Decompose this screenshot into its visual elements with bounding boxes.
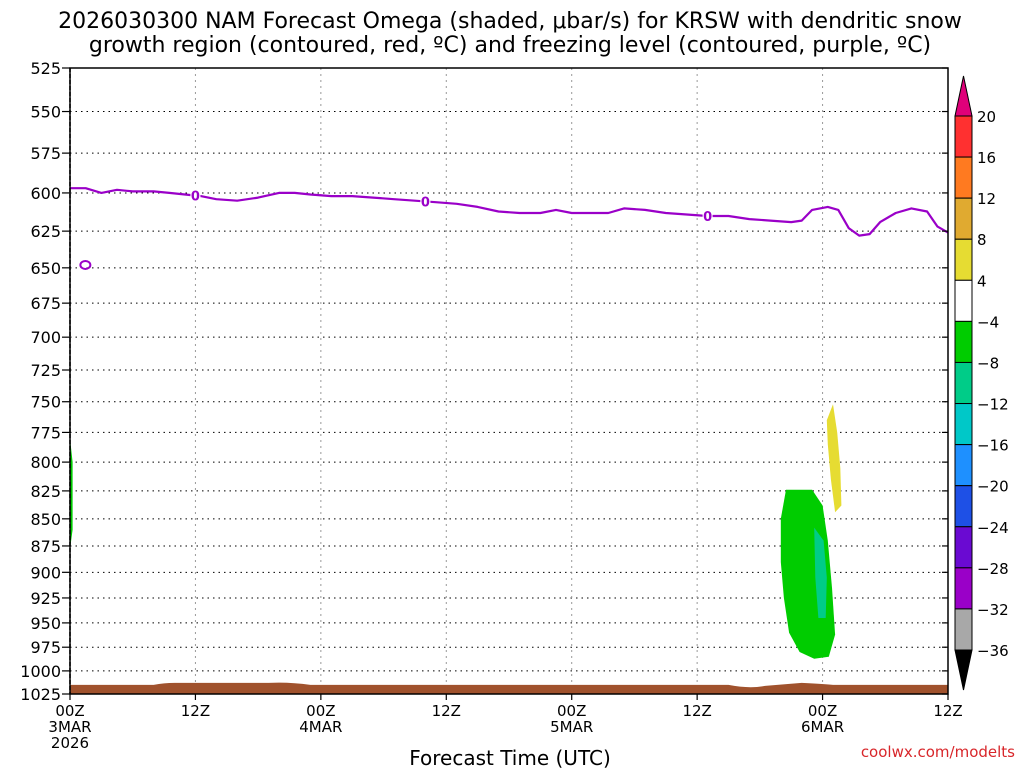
y-tick-label: 925	[30, 589, 61, 608]
x-tick-label: 5MAR	[550, 718, 593, 736]
y-tick-label: 550	[30, 103, 61, 122]
omega-region	[826, 404, 842, 513]
x-tick-label: 12Z	[181, 702, 210, 720]
colorbar-label: 4	[977, 272, 987, 290]
colorbar-label: −8	[977, 354, 999, 372]
colorbar-bottom-arrow	[954, 649, 973, 691]
y-tick-label: 1025	[20, 685, 61, 704]
y-tick-label: 975	[30, 638, 61, 657]
x-tick-label: 2026	[51, 734, 89, 752]
y-tick-label: 950	[30, 614, 61, 633]
x-tick-label: 12Z	[682, 702, 711, 720]
freezing-level-label: 0	[191, 190, 200, 205]
colorbar-label: −16	[977, 437, 1009, 455]
x-tick-label: 6MAR	[801, 718, 844, 736]
freezing-level-line	[70, 187, 949, 237]
colorbar-label: −36	[977, 642, 1009, 660]
colorbar-segment	[954, 361, 973, 405]
y-tick-label: 600	[30, 184, 61, 203]
y-tick-label: 650	[30, 259, 61, 278]
colorbar-segment	[954, 526, 973, 569]
x-tick-label: 00Z	[306, 702, 335, 720]
colorbar-label: 16	[977, 149, 996, 167]
colorbar-segment	[954, 444, 973, 487]
colorbar-segment	[954, 485, 973, 528]
colorbar-segment	[954, 238, 973, 281]
colorbar: 20 16 12 8 4 −4 −8 −12 −16 −20 −24 −28 −32 −36	[954, 75, 1009, 691]
y-tick-label: 800	[30, 453, 61, 472]
credit-text: coolwx.com/modelts	[861, 743, 1015, 761]
chart-title-line-2: growth region (contoured, red, ºC) and f…	[89, 33, 931, 58]
y-tick-label: 850	[30, 510, 61, 529]
chart-title-line-1: 2026030300 NAM Forecast Omega (shaded, μ…	[58, 9, 962, 34]
colorbar-segment	[954, 567, 973, 610]
surface-strip	[70, 682, 948, 694]
colorbar-label: −32	[977, 601, 1009, 619]
y-tick-label: 900	[30, 563, 61, 582]
x-tick-label: 3MAR	[48, 718, 91, 736]
colorbar-label: 12	[977, 190, 996, 208]
contour-label-bg	[420, 193, 431, 209]
colorbar-segment	[954, 197, 973, 240]
colorbar-label: 8	[977, 231, 987, 249]
x-tick-label: 4MAR	[299, 718, 342, 736]
colorbar-label: −20	[977, 478, 1009, 496]
x-tick-label: 12Z	[933, 702, 962, 720]
x-tick-label: 12Z	[432, 702, 461, 720]
surface-ground	[70, 682, 948, 694]
y-tick-label: 575	[30, 144, 61, 163]
y-tick-label: 775	[30, 423, 61, 442]
colorbar-label: −24	[977, 519, 1009, 537]
y-tick-label: 700	[30, 328, 61, 347]
omega-shading	[70, 404, 842, 659]
colorbar-top-arrow	[954, 75, 973, 117]
colorbar-segment	[954, 156, 973, 199]
freezing-level-loop	[79, 259, 92, 270]
freezing-level-label: 0	[421, 195, 430, 210]
contour-label-bg	[702, 208, 713, 224]
x-tick-label: 00Z	[808, 702, 837, 720]
colorbar-segment	[954, 608, 973, 651]
freezing-level-label: 0	[703, 210, 712, 225]
omega-region	[814, 527, 827, 618]
colorbar-segment	[954, 403, 973, 446]
y-tick-label: 625	[30, 222, 61, 241]
colorbar-label: −28	[977, 560, 1009, 578]
colorbar-label: 20	[977, 108, 996, 126]
plot-frame	[69, 67, 949, 695]
colorbar-segment	[954, 115, 973, 158]
contour-label-bg	[190, 187, 201, 203]
x-tick-label: 00Z	[557, 702, 586, 720]
y-tick-label: 825	[30, 482, 61, 501]
colorbar-label: −4	[977, 313, 999, 331]
y-tick-label: 875	[30, 537, 61, 556]
freezing-level-contour: 0 0 0	[70, 187, 949, 270]
colorbar-segment	[954, 279, 973, 322]
y-tick-label: 750	[30, 393, 61, 412]
y-tick-label: 675	[30, 294, 61, 313]
colorbar-segment	[954, 320, 973, 363]
y-tick-label: 725	[30, 361, 61, 380]
x-tick-label: 00Z	[55, 702, 84, 720]
y-axis-ticks: 525 550 575 600 625 650 675 700 725 750 775 800 825 8…	[20, 59, 948, 704]
x-axis-label: Forecast Time (UTC)	[409, 746, 611, 768]
y-tick-label: 1000	[20, 662, 61, 681]
colorbar-label: −12	[977, 396, 1009, 414]
y-tick-label: 525	[30, 59, 61, 78]
